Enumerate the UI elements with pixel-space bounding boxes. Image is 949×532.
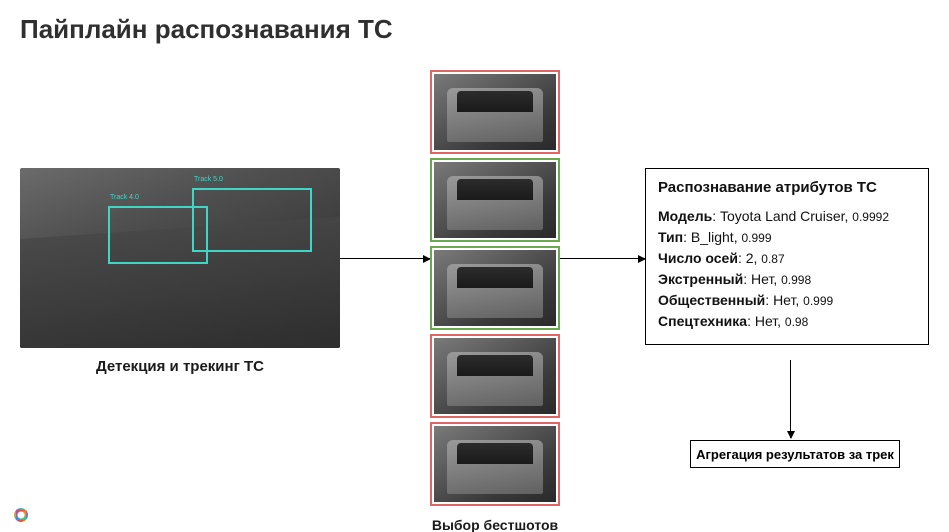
logo-icon [14, 508, 28, 522]
arrow-bestshot-to-attrs [560, 258, 645, 259]
attr-value: 2 [746, 250, 754, 266]
attr-row: Модель: Toyota Land Cruiser, 0.9992 [658, 206, 916, 227]
attr-conf: 0.87 [761, 252, 784, 266]
attr-name: Модель [658, 208, 712, 224]
attr-row: Тип: B_light, 0.999 [658, 227, 916, 248]
attr-name: Общественный [658, 292, 765, 308]
attr-conf: 0.9992 [852, 210, 889, 224]
attr-conf: 0.999 [803, 294, 833, 308]
attr-conf: 0.998 [781, 273, 811, 287]
attributes-title: Распознавание атрибутов ТС [658, 179, 916, 196]
bestshot-thumb [430, 422, 560, 506]
bestshot-thumb [430, 334, 560, 418]
attr-name: Экстренный [658, 271, 743, 287]
bestshot-stack [430, 70, 560, 510]
attr-name: Число осей [658, 250, 738, 266]
bestshot-thumb [430, 70, 560, 154]
slide-title: Пайплайн распознавания ТС [20, 14, 393, 45]
attributes-panel: Распознавание атрибутов ТС Модель: Toyot… [645, 168, 929, 345]
attr-conf: 0.98 [785, 315, 808, 329]
detection-frame: Track 4.0 Track 5.0 [20, 168, 340, 348]
detection-bbox-2: Track 5.0 [192, 188, 312, 252]
arrow-attrs-to-agg [790, 360, 791, 438]
attr-value: Toyota Land Cruiser [720, 208, 845, 224]
bestshot-label: Выбор бестшотов [410, 517, 580, 532]
attr-row: Число осей: 2, 0.87 [658, 248, 916, 269]
aggregation-box: Агрегация результатов за трек [690, 440, 900, 468]
attr-row: Экстренный: Нет, 0.998 [658, 269, 916, 290]
attr-value: Нет [773, 292, 795, 308]
bbox-label-1: Track 4.0 [110, 194, 139, 201]
attr-row: Спецтехника: Нет, 0.98 [658, 311, 916, 332]
attr-name: Тип [658, 229, 683, 245]
aggregation-label: Агрегация результатов за трек [696, 447, 894, 462]
detection-label: Детекция и трекинг ТС [20, 358, 340, 375]
attr-row: Общественный: Нет, 0.999 [658, 290, 916, 311]
attr-value: Нет [751, 271, 773, 287]
bestshot-thumb [430, 158, 560, 242]
attr-conf: 0.999 [741, 231, 771, 245]
attr-value: B_light [691, 229, 734, 245]
bbox-label-2: Track 5.0 [194, 176, 223, 183]
attr-name: Спецтехника [658, 313, 747, 329]
attr-value: Нет [755, 313, 777, 329]
bestshot-thumb [430, 246, 560, 330]
arrow-detect-to-bestshot [340, 258, 430, 259]
